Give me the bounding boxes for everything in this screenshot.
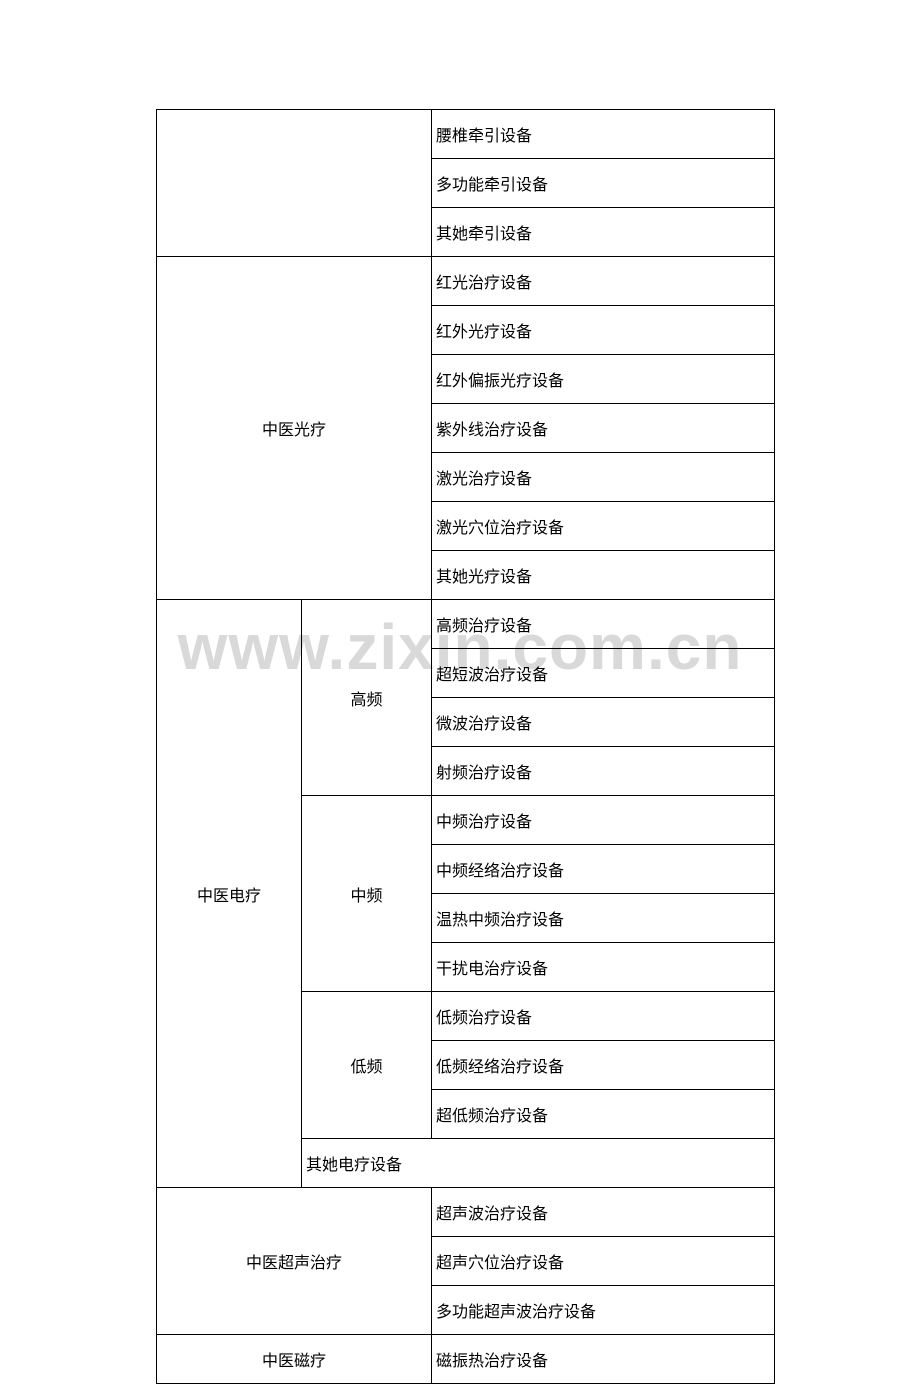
- cell-blank-traction: [157, 110, 432, 257]
- table-row: 中医光疗 红光治疗设备: [157, 257, 775, 306]
- cell-item: 腰椎牵引设备: [432, 110, 775, 159]
- cell-item: 紫外线治疗设备: [432, 404, 775, 453]
- cell-item: 超短波治疗设备: [432, 649, 775, 698]
- cell-category-ultrasound: 中医超声治疗: [157, 1188, 432, 1335]
- cell-item: 超声波治疗设备: [432, 1188, 775, 1237]
- cell-item: 红光治疗设备: [432, 257, 775, 306]
- cell-item: 中频治疗设备: [432, 796, 775, 845]
- cell-item: 激光治疗设备: [432, 453, 775, 502]
- equipment-table: 腰椎牵引设备 多功能牵引设备 其她牵引设备 中医光疗 红光治疗设备 红外光疗设备…: [156, 109, 775, 1384]
- cell-item: 干扰电治疗设备: [432, 943, 775, 992]
- cell-subcategory-other-electro: 其她电疗设备: [302, 1139, 775, 1188]
- cell-item: 其她光疗设备: [432, 551, 775, 600]
- cell-subcategory-lowfreq: 低频: [302, 992, 432, 1139]
- cell-item: 红外光疗设备: [432, 306, 775, 355]
- cell-category-magnetic: 中医磁疗: [157, 1335, 432, 1384]
- cell-item: 激光穴位治疗设备: [432, 502, 775, 551]
- cell-item: 高频治疗设备: [432, 600, 775, 649]
- cell-item: 磁振热治疗设备: [432, 1335, 775, 1384]
- cell-item: 超低频治疗设备: [432, 1090, 775, 1139]
- cell-category-phototherapy: 中医光疗: [157, 257, 432, 600]
- cell-item: 其她牵引设备: [432, 208, 775, 257]
- table-row: 中医磁疗 磁振热治疗设备: [157, 1335, 775, 1384]
- cell-category-electrotherapy: 中医电疗: [157, 600, 302, 1188]
- cell-item: 温热中频治疗设备: [432, 894, 775, 943]
- table-row: 中医超声治疗 超声波治疗设备: [157, 1188, 775, 1237]
- cell-item: 射频治疗设备: [432, 747, 775, 796]
- cell-item: 多功能牵引设备: [432, 159, 775, 208]
- cell-item: 多功能超声波治疗设备: [432, 1286, 775, 1335]
- table-row: 中医电疗 高频 高频治疗设备: [157, 600, 775, 649]
- cell-item: 超声穴位治疗设备: [432, 1237, 775, 1286]
- cell-subcategory-midfreq: 中频: [302, 796, 432, 992]
- document-page: www.zixin.com.cn 腰椎牵引设备 多功能牵引设备 其她牵引设备 中…: [0, 0, 920, 1302]
- cell-subcategory-highfreq: 高频: [302, 600, 432, 796]
- cell-item: 中频经络治疗设备: [432, 845, 775, 894]
- cell-item: 红外偏振光疗设备: [432, 355, 775, 404]
- cell-item: 低频治疗设备: [432, 992, 775, 1041]
- cell-item: 微波治疗设备: [432, 698, 775, 747]
- cell-item: 低频经络治疗设备: [432, 1041, 775, 1090]
- table-row: 腰椎牵引设备: [157, 110, 775, 159]
